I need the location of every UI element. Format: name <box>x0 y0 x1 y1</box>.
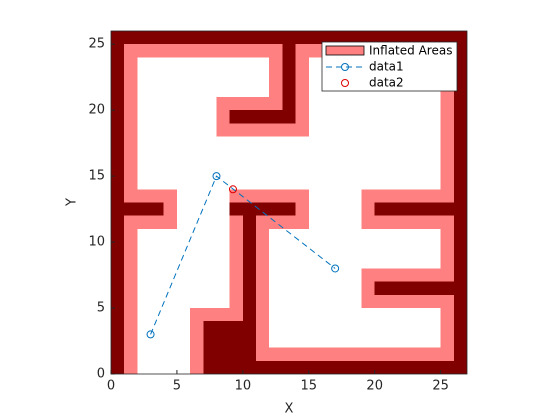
y-axis-label: Y <box>65 198 80 207</box>
obstacle <box>453 31 467 374</box>
x-tick-label: 10 <box>235 379 252 394</box>
obstacle <box>374 202 454 216</box>
y-tick-label: 10 <box>88 235 105 250</box>
x-tick-label: 5 <box>173 379 181 394</box>
marker <box>331 264 340 273</box>
x-tick-label: 25 <box>432 379 449 394</box>
obstacle <box>111 31 467 45</box>
legend-label: data2 <box>369 76 404 90</box>
inflated-area <box>256 347 454 361</box>
obstacle <box>282 44 296 124</box>
line <box>150 175 336 335</box>
legend-marker <box>341 79 349 87</box>
obstacle <box>242 202 257 374</box>
x-tick-label: 20 <box>366 379 383 394</box>
marker <box>212 172 221 181</box>
obstacle <box>229 110 296 124</box>
y-tick-label: 15 <box>88 169 105 184</box>
legend: Inflated Areas data1 data2 <box>321 41 458 92</box>
legend-label: data1 <box>369 60 404 74</box>
legend-marker <box>341 63 349 71</box>
y-tick-label: 25 <box>88 37 105 52</box>
legend-label: Inflated Areas <box>369 44 452 58</box>
obstacle <box>229 202 296 216</box>
y-tick-label: 5 <box>97 301 105 316</box>
obstacle <box>374 281 454 295</box>
x-tick-label: 15 <box>301 379 318 394</box>
obstacle <box>256 360 467 374</box>
x-tick-label: 0 <box>107 379 115 394</box>
axes-box <box>110 30 468 375</box>
x-axis-label: X <box>285 402 294 417</box>
obstacle <box>111 31 125 374</box>
marker <box>228 185 237 194</box>
obstacle <box>124 202 164 216</box>
y-tick-label: 20 <box>88 103 105 118</box>
y-tick-label: 0 <box>97 367 105 382</box>
marker <box>146 330 155 339</box>
legend-swatch <box>325 45 365 56</box>
